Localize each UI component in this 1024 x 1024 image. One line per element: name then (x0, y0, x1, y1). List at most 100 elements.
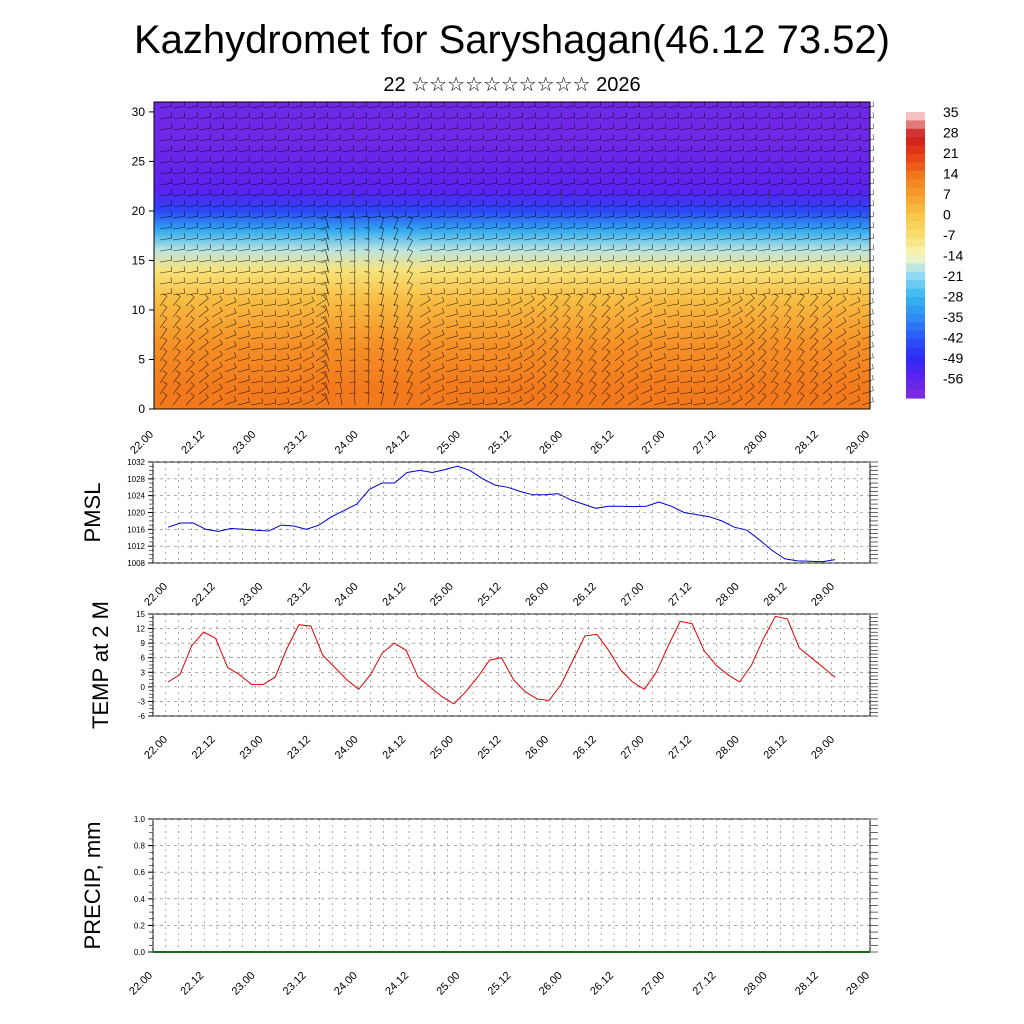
precip-ytick-label: 0.2 (134, 921, 146, 930)
colorbar-segment (906, 347, 925, 357)
pmsl-xtick-label: 27.12 (666, 581, 694, 609)
pmsl-xtick-label: 25.12 (476, 581, 504, 609)
colorbar-segment (906, 263, 925, 273)
heatmap-xtick-label: 29.00 (844, 429, 872, 457)
pmsl-ytick-label: 1012 (127, 542, 145, 551)
heatmap-ytick-label: 0 (138, 402, 145, 416)
temp-xtick-label: 25.00 (428, 734, 456, 762)
temp-xtick-label: 22.00 (142, 734, 170, 762)
colorbar-segment (906, 288, 925, 298)
colorbar-segment (906, 179, 925, 189)
temp-xtick-label: 26.12 (571, 734, 599, 762)
colorbar-label: 35 (943, 104, 959, 120)
colorbar-segment (906, 355, 925, 365)
temp-xtick-label: 24.00 (333, 734, 361, 762)
colorbar-segment (906, 280, 925, 290)
pmsl-xtick-label: 24.00 (333, 581, 361, 609)
heatmap-ytick-label: 10 (132, 303, 146, 317)
precip-xtick-label: 23.00 (230, 970, 258, 998)
pmsl-xtick-label: 29.00 (809, 581, 837, 609)
heatmap-xtick-label: 27.00 (640, 429, 668, 457)
pmsl-series-line (167, 465, 836, 563)
pmsl-xtick-label: 28.12 (762, 581, 790, 609)
heatmap-xtick-label: 22.00 (128, 429, 156, 457)
heatmap-band-5 (154, 221, 870, 241)
precip-xtick-label: 24.00 (332, 970, 360, 998)
heatmap-xtick-label: 26.00 (537, 429, 565, 457)
precip-xtick-label: 26.12 (588, 970, 616, 998)
pmsl-xtick-label: 23.00 (237, 581, 265, 609)
colorbar-segment (906, 137, 925, 147)
heatmap-xtick-label: 26.12 (588, 429, 616, 457)
chart-subtitle: 22 ☆☆☆☆☆☆☆☆☆☆ 2026 (383, 74, 641, 96)
precip-xtick-label: 22.00 (127, 970, 155, 998)
chart-title: Kazhydromet for Saryshagan(46.12 73.52) (134, 18, 890, 62)
heatmap-band-2 (154, 280, 870, 320)
colorbar-segment (906, 154, 925, 164)
temp-series-line (167, 615, 836, 705)
colorbar-segment (906, 330, 925, 340)
colorbar-label: -42 (943, 330, 963, 346)
colorbar-label: 14 (943, 166, 959, 182)
pmsl-xtick-label: 27.00 (619, 581, 647, 609)
temp-xtick-label: 26.00 (523, 734, 551, 762)
colorbar-label: -14 (943, 248, 963, 264)
pmsl-xtick-label: 22.12 (190, 581, 218, 609)
heatmap-xtick-label: 22.12 (179, 429, 207, 457)
wind-barbs (159, 101, 875, 406)
heatmap-ytick-label: 15 (132, 253, 146, 267)
pmsl-ytick-label: 1016 (127, 525, 145, 534)
colorbar-segment (906, 271, 925, 281)
colorbar-segment (906, 187, 925, 197)
precip-xtick-label: 27.00 (639, 970, 667, 998)
colorbar-segment (906, 221, 925, 231)
heatmap-frame (153, 101, 871, 410)
heatmap-ytick-label: 20 (132, 204, 146, 218)
temp-ylabel: TEMP at 2 M (88, 601, 113, 729)
temp-ytick-label: -3 (138, 697, 146, 706)
temp-ytick-label: 3 (141, 668, 146, 677)
precip-xtick-label: 25.00 (434, 970, 462, 998)
heatmap-xtick-label: 25.12 (486, 429, 514, 457)
temp-ytick-label: 12 (136, 625, 145, 634)
heatmap-xtick-label: 28.12 (793, 429, 821, 457)
colorbar-segment (906, 120, 925, 130)
colorbar-label: -35 (943, 309, 963, 325)
precip-ytick-label: 1.0 (134, 815, 146, 824)
heatmap-ytick-label: 30 (132, 105, 146, 119)
temp-xtick-label: 24.12 (380, 734, 408, 762)
colorbar-label: -56 (943, 371, 963, 387)
temp-ytick-label: 6 (141, 654, 146, 663)
colorbar-segment (906, 246, 925, 256)
pmsl-ytick-label: 1032 (127, 458, 145, 467)
precip-xtick-label: 29.00 (844, 970, 872, 998)
colorbar-label: -21 (943, 268, 963, 284)
heatmap-xtick-label: 27.12 (691, 429, 719, 457)
colorbar-segment (906, 128, 925, 138)
pmsl-xtick-label: 25.00 (428, 581, 456, 609)
colorbar-segment (906, 238, 925, 248)
precip-ylabel: PRECIP, mm (80, 822, 105, 950)
colorbar-segment (906, 339, 925, 349)
colorbar-segment (906, 145, 925, 155)
pmsl-xtick-label: 24.12 (380, 581, 408, 609)
colorbar-label: -7 (943, 227, 956, 243)
heatmap-xtick-label: 28.00 (742, 429, 770, 457)
colorbar-segment (906, 305, 925, 315)
colorbar-label: 21 (943, 145, 959, 161)
colorbar-label: -28 (943, 289, 963, 305)
colorbar-segment (906, 162, 925, 172)
precip-xtick-label: 22.12 (178, 970, 206, 998)
temp-xtick-label: 29.00 (809, 734, 837, 762)
colorbar-segment (906, 372, 925, 382)
colorbar-segment (906, 255, 925, 264)
pmsl-xtick-label: 26.00 (523, 581, 551, 609)
colorbar-label: 7 (943, 186, 951, 202)
colorbar-segment (906, 313, 925, 323)
heatmap-ytick-label: 25 (132, 154, 146, 168)
heatmap-xtick-label: 24.00 (333, 429, 361, 457)
heatmap-xtick-label: 25.00 (435, 429, 463, 457)
heatmap-xtick-label: 23.12 (282, 429, 310, 457)
